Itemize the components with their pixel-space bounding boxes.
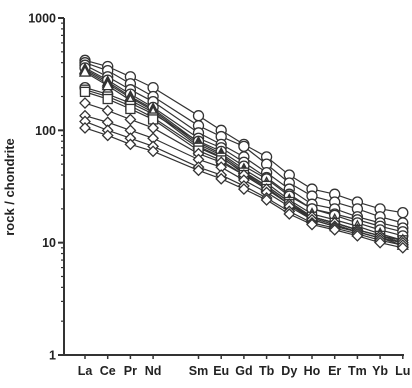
y-axis-label: rock / chondrite [2,138,17,236]
data-point [101,104,114,117]
x-tick-label: Eu [213,364,229,378]
data-point [215,172,228,185]
data-point [396,241,409,254]
x-tick-label: Dy [281,364,297,378]
x-tick-label: Ho [304,364,321,378]
data-point [351,229,364,242]
data-point [79,97,91,109]
data-point [374,236,387,249]
data-point [79,122,91,134]
x-tick-label: Lu [395,364,410,378]
x-tick-label: Tm [348,364,367,378]
y-tick-label: 1 [49,349,56,363]
data-point [306,218,318,231]
x-tick-label: Gd [235,364,252,378]
y-tick-label: 1000 [28,12,56,26]
data-point [78,65,92,77]
y-tick-label: 10 [42,236,56,250]
x-tick-label: Pr [124,364,137,378]
data-point [192,164,205,177]
data-point [283,208,296,220]
data-point [124,138,137,151]
data-point [101,129,114,142]
x-tick-label: Sm [189,364,208,378]
data-point [101,78,114,91]
x-tick-label: La [78,364,94,378]
data-point [237,183,250,195]
data-point [102,93,113,105]
data-point [147,145,160,158]
data-point [260,194,273,206]
x-tick-label: Yb [372,364,388,378]
data-point [192,110,205,122]
data-point [79,86,91,98]
data-point [124,113,137,126]
data-point [328,223,341,236]
x-tick-label: Ce [100,364,116,378]
x-tick-label: Nd [145,364,162,378]
data-point [397,207,409,219]
data-point [125,103,136,115]
x-tick-label: Tb [259,364,275,378]
x-tick-label: Er [328,364,341,378]
data-point [238,140,250,153]
y-tick-label: 100 [35,124,56,138]
